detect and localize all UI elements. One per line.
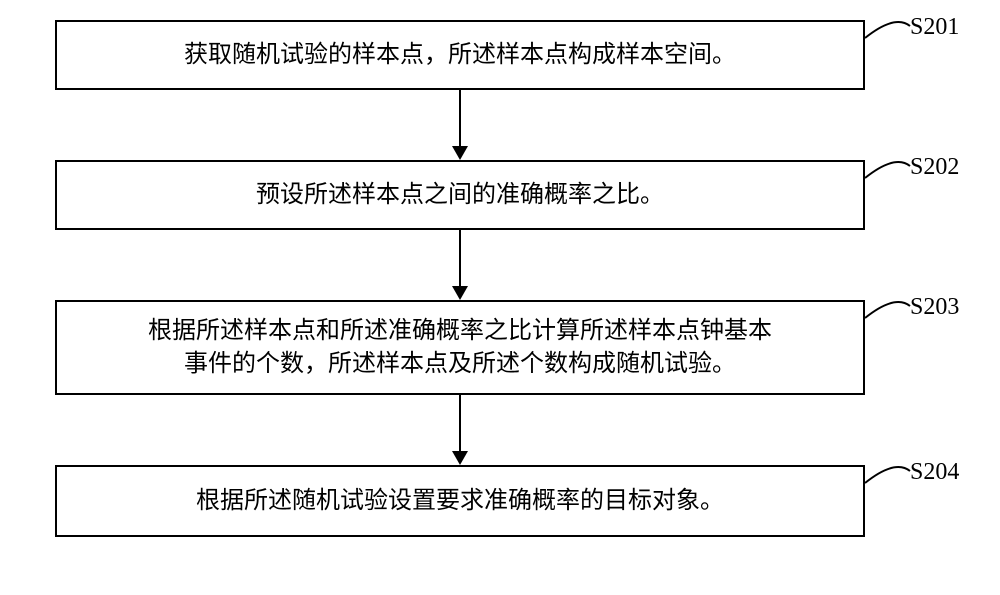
step-label-s204: S204: [910, 459, 959, 486]
leader-s204: [0, 0, 1000, 595]
flowchart-canvas: 获取随机试验的样本点，所述样本点构成样本空间。 S201 预设所述样本点之间的准…: [0, 0, 1000, 595]
